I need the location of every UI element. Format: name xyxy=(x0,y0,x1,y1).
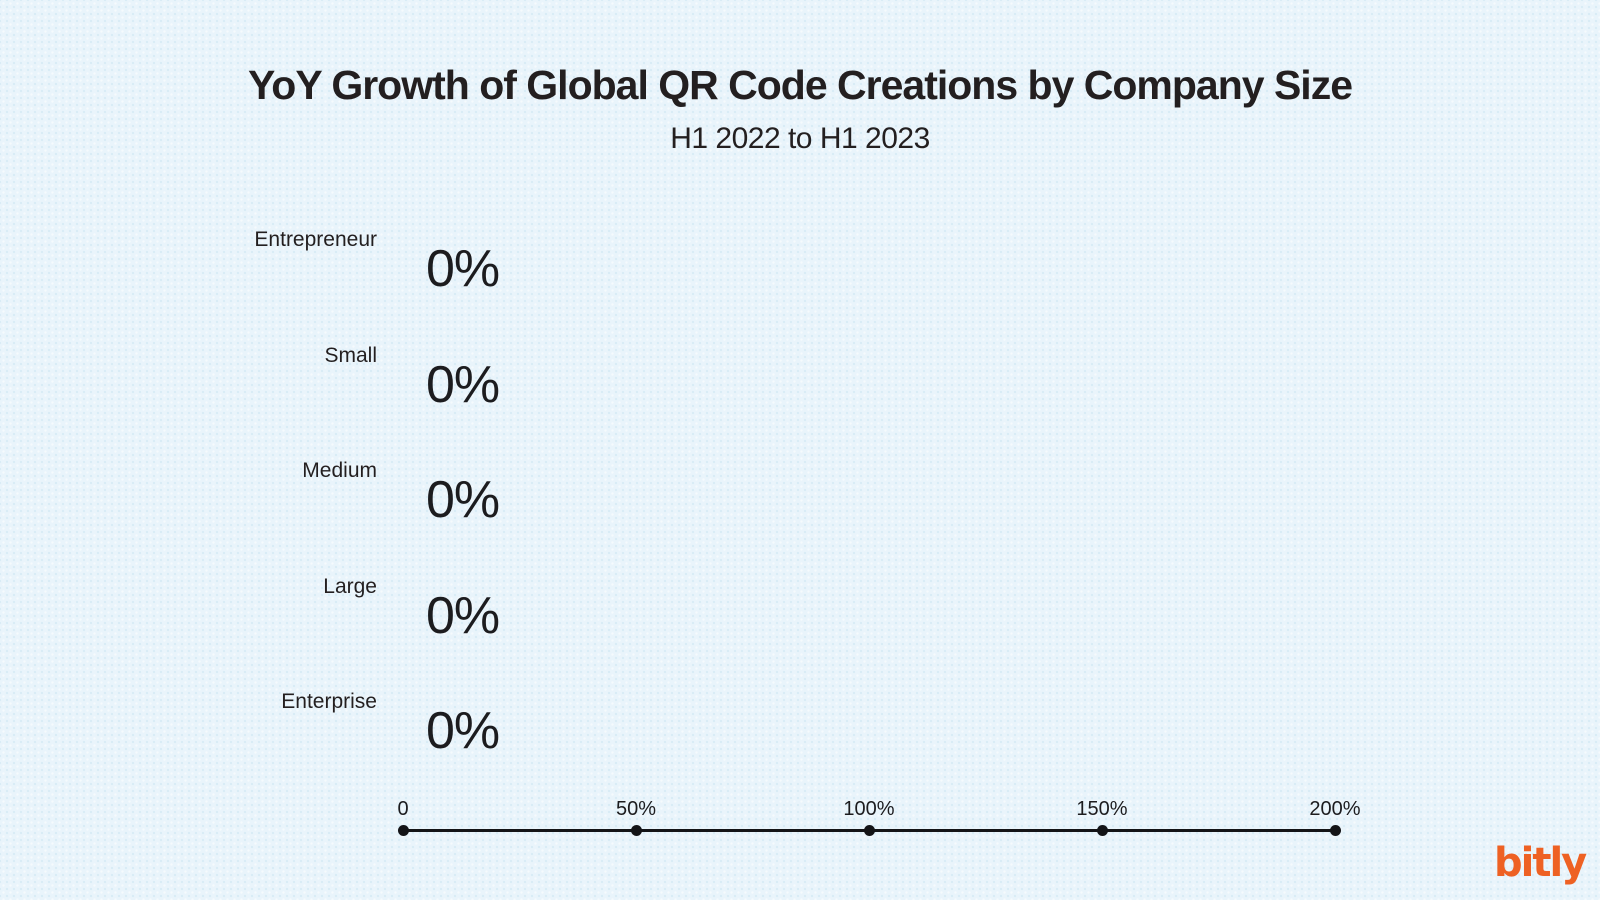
x-axis-tick-label: 100% xyxy=(843,798,895,820)
category-label: Medium xyxy=(302,459,377,482)
x-axis-tick-label: 50% xyxy=(615,798,657,820)
chart-subtitle: H1 2022 to H1 2023 xyxy=(670,122,930,155)
x-axis-tick-dot xyxy=(630,825,642,836)
x-axis-tick-label: 0 xyxy=(397,798,409,820)
bitly-logo: bitly xyxy=(1494,840,1587,886)
x-axis-tick-dot xyxy=(1329,825,1341,836)
x-axis-tick-label: 200% xyxy=(1309,798,1361,820)
category-label: Enterprise xyxy=(281,690,377,713)
x-axis-tick-dot xyxy=(1096,825,1108,836)
x-axis-tick-dot xyxy=(863,825,875,836)
category-label: Entrepreneur xyxy=(254,228,377,251)
value-label: 0% xyxy=(426,471,500,529)
x-axis-tick-label: 150% xyxy=(1076,798,1128,820)
x-axis-tick-dot xyxy=(397,825,409,836)
chart-title: YoY Growth of Global QR Code Creations b… xyxy=(247,62,1353,108)
value-label: 0% xyxy=(426,356,500,414)
category-label: Small xyxy=(324,344,377,367)
value-label: 0% xyxy=(426,587,500,645)
category-label: Large xyxy=(323,575,377,598)
value-label: 0% xyxy=(426,702,500,760)
value-label: 0% xyxy=(426,240,500,298)
